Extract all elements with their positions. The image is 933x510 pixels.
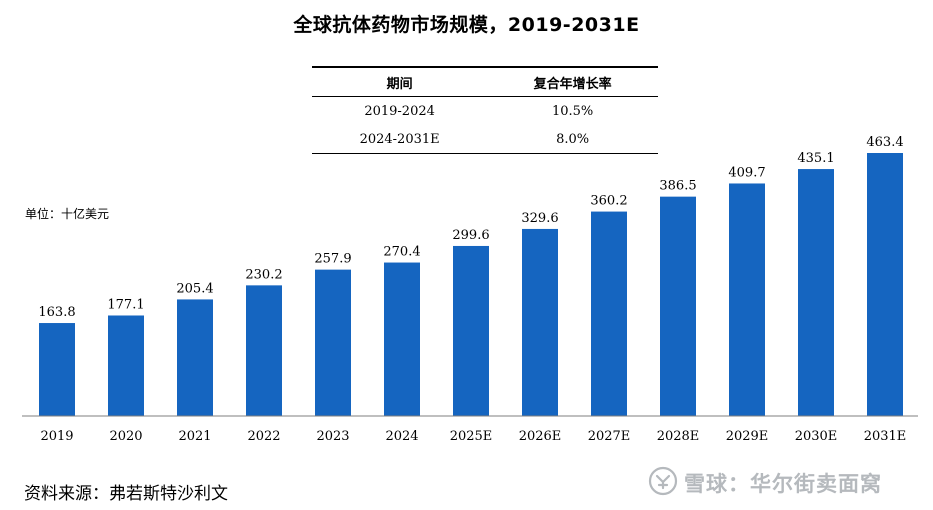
x-tick-label: 2031E bbox=[864, 429, 907, 444]
cagr-table-header-cagr: 复合年增长率 bbox=[487, 66, 658, 97]
x-tick-label: 2029E bbox=[726, 429, 769, 444]
x-tick-label: 2024 bbox=[385, 429, 418, 444]
x-tick-label: 2021 bbox=[178, 429, 211, 444]
unit-label: 单位：十亿美元 bbox=[25, 207, 110, 221]
bar-2031E bbox=[867, 153, 903, 416]
data-label: 205.4 bbox=[176, 281, 213, 296]
data-label: 270.4 bbox=[383, 245, 420, 260]
data-label: 163.8 bbox=[38, 305, 75, 320]
bar-2021 bbox=[177, 299, 213, 416]
bar-2025E bbox=[453, 245, 489, 416]
data-label: 329.6 bbox=[521, 211, 558, 226]
bar-2030E bbox=[798, 169, 834, 416]
data-label: 463.4 bbox=[866, 135, 903, 150]
x-tick-label: 2030E bbox=[795, 429, 838, 444]
bar-2020 bbox=[108, 315, 144, 416]
watermark-text: 雪球：华尔街卖面窝 bbox=[684, 472, 882, 496]
x-tick-label: 2020 bbox=[109, 429, 142, 444]
chart-title: 全球抗体药物市场规模，2019-2031E bbox=[293, 14, 640, 36]
cagr-table-cell-period: 2019-2024 bbox=[364, 103, 435, 119]
snowball-logo-icon bbox=[648, 466, 678, 500]
data-label: 435.1 bbox=[797, 151, 834, 166]
cagr-table-row: 2024-2031E 8.0% bbox=[312, 125, 658, 154]
labels-layer: 163.8 2019 177.1 2020 205.4 2021 230.2 2022 257.… bbox=[38, 135, 906, 444]
x-tick-label: 2019 bbox=[40, 429, 73, 444]
data-label: 409.7 bbox=[728, 165, 765, 180]
x-tick-label: 2026E bbox=[519, 429, 562, 444]
bar-2022 bbox=[246, 285, 282, 416]
data-label: 299.6 bbox=[452, 228, 489, 243]
data-label: 360.2 bbox=[590, 194, 627, 209]
data-label: 386.5 bbox=[659, 179, 696, 194]
watermark: 雪球：华尔街卖面窝 bbox=[648, 466, 882, 500]
x-tick-label: 2028E bbox=[657, 429, 700, 444]
cagr-table-cell-cagr: 8.0% bbox=[487, 125, 658, 154]
cagr-table: 期间 复合年增长率 2019-2024 10.5% 2024-2031E 8.0… bbox=[312, 66, 658, 154]
bars-layer bbox=[39, 153, 903, 416]
cagr-table-cell-period: 2024-2031E bbox=[312, 125, 488, 154]
source-note: 资料来源：弗若斯特沙利文 bbox=[24, 484, 228, 504]
data-label: 257.9 bbox=[314, 252, 351, 267]
x-tick-label: 2022 bbox=[247, 429, 280, 444]
bar-2029E bbox=[729, 183, 765, 416]
bar-2027E bbox=[591, 211, 627, 416]
bar-2024 bbox=[384, 262, 420, 416]
x-tick-label: 2023 bbox=[316, 429, 349, 444]
cagr-table-row: 2019-2024 10.5% bbox=[312, 97, 658, 126]
bar-2026E bbox=[522, 228, 558, 416]
x-tick-label: 2027E bbox=[588, 429, 631, 444]
cagr-table-header-row: 期间 复合年增长率 bbox=[312, 66, 658, 97]
x-tick-label: 2025E bbox=[450, 429, 493, 444]
bar-2028E bbox=[660, 196, 696, 416]
data-label: 230.2 bbox=[245, 267, 282, 282]
cagr-table-header-period: 期间 bbox=[312, 66, 488, 97]
bar-2023 bbox=[315, 269, 351, 416]
cagr-table-cell-cagr: 10.5% bbox=[551, 103, 594, 119]
bar-2019 bbox=[39, 323, 75, 416]
data-label: 177.1 bbox=[107, 297, 144, 312]
